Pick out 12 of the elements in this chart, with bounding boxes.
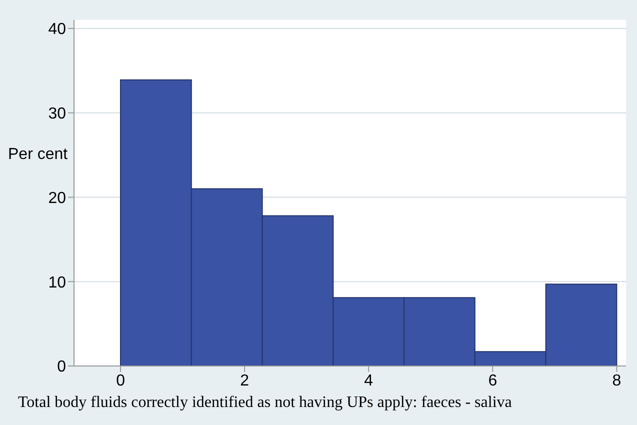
x-tick-label: 8	[612, 372, 622, 390]
y-tick-label: 30	[48, 106, 66, 123]
x-axis-title: Total body fluids correctly identified as not having UPs apply: faeces - saliva	[18, 394, 512, 412]
y-tick-label: 20	[48, 190, 66, 207]
x-tick-label: 6	[488, 372, 498, 390]
x-tick-label: 0	[116, 372, 126, 390]
y-tick-label: 10	[48, 274, 66, 292]
y-axis-title: Per cent	[8, 146, 68, 164]
x-tick-label: 2	[240, 372, 250, 390]
y-tick-label: 40	[48, 21, 66, 38]
y-tick-label: 0	[57, 358, 66, 376]
x-tick-label: 4	[364, 372, 374, 390]
